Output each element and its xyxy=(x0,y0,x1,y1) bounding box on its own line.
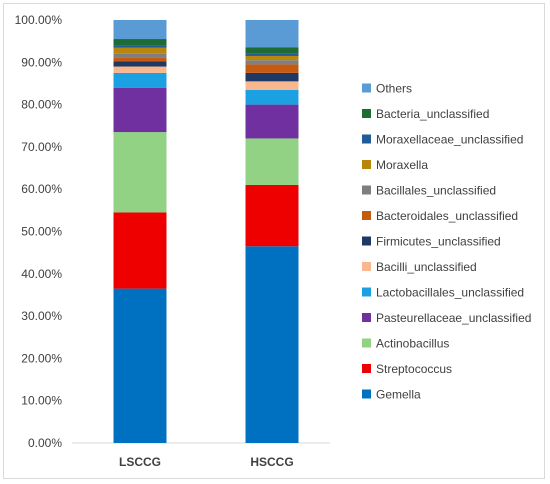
legend-item-moraxella: Moraxella xyxy=(362,158,428,172)
bar-segment-lsccg-pasteurellaceae-unclassified xyxy=(113,87,167,133)
y-tick-label: 50.00% xyxy=(21,225,62,239)
legend-item-others: Others xyxy=(362,82,412,96)
y-tick-label: 80.00% xyxy=(21,98,62,112)
legend-label: Bacilli_unclassified xyxy=(376,260,477,274)
legend-swatch xyxy=(362,185,371,195)
category-label-lsccg: LSCCG xyxy=(119,455,161,469)
bar-segment-hsccg-bacillales-unclassified xyxy=(245,60,299,65)
bar-segment-lsccg-bacilli-unclassified xyxy=(113,66,167,73)
bar-stack-group xyxy=(113,20,299,443)
legend-label: Gemella xyxy=(376,388,421,402)
bar-segment-hsccg-others xyxy=(245,20,299,48)
y-axis-tick-labels: 0.00% 10.00% 20.00% 30.00% 40.00% 50.00% 60.00… xyxy=(15,13,63,450)
legend-swatch xyxy=(362,134,371,144)
bar-segment-lsccg-actinobacillus xyxy=(113,132,167,213)
bar-segment-lsccg-others xyxy=(113,20,167,40)
legend-swatch xyxy=(362,262,371,271)
legend-label: Bacteroidales_unclassified xyxy=(376,209,518,223)
bar-segment-lsccg-moraxellaceae-unclassified xyxy=(113,45,167,48)
legend-item-pasteurellaceae-unclassified: Pasteurellaceae_unclassified xyxy=(362,311,531,325)
legend-swatch xyxy=(362,236,371,246)
legend-swatch xyxy=(362,83,371,93)
bar-segment-hsccg-pasteurellaceae-unclassified xyxy=(245,104,299,139)
bar-segment-lsccg-bacteroidales-unclassified xyxy=(113,57,167,62)
legend-label: Bacteria_unclassified xyxy=(376,107,489,121)
bar-segment-hsccg-firmicutes-unclassified xyxy=(245,72,299,82)
legend-swatch xyxy=(362,364,371,373)
legend: Others Bacteria_unclassified Moraxellaceae… xyxy=(362,82,531,402)
bar-segment-hsccg-bacteroidales-unclassified xyxy=(245,64,299,73)
y-tick-label: 30.00% xyxy=(21,309,62,323)
legend-item-moraxellaceae-unclassified: Moraxellaceae_unclassified xyxy=(362,133,523,147)
bar-segment-lsccg-firmicutes-unclassified xyxy=(113,61,167,67)
legend-swatch xyxy=(362,338,371,348)
legend-label: Moraxella xyxy=(376,158,428,172)
bar-segment-hsccg-moraxella xyxy=(245,55,299,61)
legend-swatch xyxy=(362,389,371,399)
y-tick-label: 70.00% xyxy=(21,140,62,154)
legend-item-bacilli-unclassified: Bacilli_unclassified xyxy=(362,260,477,274)
bar-segment-lsccg-lactobacillales-unclassified xyxy=(113,72,167,88)
legend-item-firmicutes-unclassified: Firmicutes_unclassified xyxy=(362,235,501,249)
legend-item-bacteroidales-unclassified: Bacteroidales_unclassified xyxy=(362,209,518,223)
y-tick-label: 60.00% xyxy=(21,182,62,196)
bar-segment-lsccg-moraxella xyxy=(113,47,167,54)
legend-label: Firmicutes_unclassified xyxy=(376,235,501,249)
y-tick-label: 0.00% xyxy=(28,436,62,450)
legend-swatch xyxy=(362,109,371,118)
legend-item-gemella: Gemella xyxy=(362,388,421,402)
y-tick-label: 90.00% xyxy=(21,55,62,69)
legend-item-lactobacillales-unclassified: Lactobacillales_unclassified xyxy=(362,286,524,300)
y-tick-label: 40.00% xyxy=(21,267,62,281)
y-tick-label: 10.00% xyxy=(21,394,62,408)
bar-segment-hsccg-lactobacillales-unclassified xyxy=(245,89,299,105)
bar-segment-hsccg-bacteria-unclassified xyxy=(245,47,299,54)
legend-label: Streptococcus xyxy=(376,362,452,376)
legend-label: Actinobacillus xyxy=(376,337,449,351)
legend-label: Pasteurellaceae_unclassified xyxy=(376,311,531,325)
legend-item-bacteria-unclassified: Bacteria_unclassified xyxy=(362,107,489,121)
bar-segment-hsccg-moraxellaceae-unclassified xyxy=(245,53,299,56)
bar-segment-hsccg-gemella xyxy=(245,246,299,443)
legend-label: Bacillales_unclassified xyxy=(376,184,496,198)
legend-item-actinobacillus: Actinobacillus xyxy=(362,337,449,351)
y-tick-label: 100.00% xyxy=(15,13,63,27)
legend-swatch xyxy=(362,313,371,322)
legend-item-bacillales-unclassified: Bacillales_unclassified xyxy=(362,184,496,198)
category-labels: LSCCG HSCCG xyxy=(119,455,294,469)
legend-label: Others xyxy=(376,82,412,96)
bar-segment-lsccg-bacillales-unclassified xyxy=(113,53,167,58)
bar-segment-lsccg-bacteria-unclassified xyxy=(113,39,167,46)
legend-swatch xyxy=(362,211,371,220)
bar-segment-hsccg-actinobacillus xyxy=(245,138,299,185)
bar-segment-lsccg-streptococcus xyxy=(113,212,167,289)
legend-label: Moraxellaceae_unclassified xyxy=(376,133,523,147)
category-label-hsccg: HSCCG xyxy=(250,455,293,469)
legend-item-streptococcus: Streptococcus xyxy=(362,362,452,376)
legend-swatch xyxy=(362,160,371,169)
legend-swatch xyxy=(362,287,371,297)
bar-segment-hsccg-streptococcus xyxy=(245,184,299,247)
y-tick-label: 20.00% xyxy=(21,351,62,365)
bar-segment-hsccg-bacilli-unclassified xyxy=(245,81,299,90)
legend-label: Lactobacillales_unclassified xyxy=(376,286,524,300)
bar-segment-lsccg-gemella xyxy=(113,288,167,443)
